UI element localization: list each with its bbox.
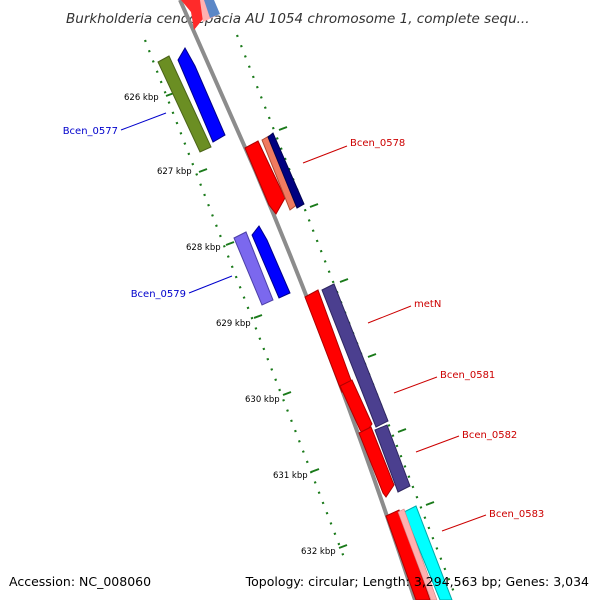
gene-feature (181, 0, 207, 30)
map-title: Burkholderia cenocepacia AU 1054 chromos… (66, 11, 530, 27)
leader-line (441, 514, 487, 532)
gene-feature (321, 283, 389, 428)
accession-text: Accession: NC_008060 (9, 574, 151, 589)
tick-labels: 626 kbp 627 kbp 628 kbp 629 kbp 630 kbp … (124, 93, 336, 557)
gene-feature (233, 231, 274, 306)
leader-line (302, 145, 348, 164)
gene-label-bcen-0581[interactable]: Bcen_0581 (440, 370, 495, 381)
tick-label-627: 627 kbp (157, 167, 192, 177)
tick-label-630: 630 kbp (245, 395, 280, 405)
gene-label-bcen-0582[interactable]: Bcen_0582 (462, 430, 517, 441)
gene-label-metn[interactable]: metN (414, 299, 441, 310)
tick-mark (278, 126, 288, 131)
gene-feature (358, 426, 395, 498)
gene-feature (204, 0, 220, 18)
gene-feature (251, 225, 291, 299)
gene-feature (403, 505, 453, 600)
chromosome-backbone (178, 0, 417, 600)
gene-feature (397, 508, 438, 600)
gene-feature (177, 46, 226, 143)
tick-label-628: 628 kbp (186, 243, 221, 253)
gene-feature (385, 509, 431, 600)
tick-mark (198, 168, 208, 173)
gene-label-bcen-0579[interactable]: Bcen_0579 (131, 289, 186, 300)
topology-text: Topology: circular; Length: 3,294,563 bp… (245, 574, 589, 589)
gene-feature (267, 132, 305, 209)
tick-mark (282, 391, 292, 396)
tick-mark (225, 241, 235, 246)
right-guide-line (235, 34, 457, 596)
tick-mark (253, 314, 263, 319)
leader-lines (120, 112, 487, 532)
top-edge-genes (181, 0, 220, 30)
leader-line (393, 376, 438, 394)
gene-feature (374, 424, 411, 493)
tick-mark (339, 278, 349, 283)
gene-features (157, 46, 453, 600)
tick-mark (367, 353, 377, 358)
leader-line (120, 112, 167, 131)
tick-mark (338, 544, 348, 549)
gene-labels: Bcen_0577 Bcen_0578 Bcen_0579 metN Bcen_… (63, 126, 545, 520)
gene-label-bcen-0583[interactable]: Bcen_0583 (489, 509, 544, 520)
gene-feature (157, 55, 212, 153)
guide-lines (143, 34, 457, 596)
gene-feature (244, 140, 286, 215)
tick-label-632: 632 kbp (301, 547, 336, 557)
tick-label-629: 629 kbp (216, 319, 251, 329)
tick-label-626: 626 kbp (124, 93, 159, 103)
tick-label-631: 631 kbp (273, 471, 308, 481)
tick-mark (309, 203, 319, 208)
leader-line (415, 435, 460, 453)
gene-label-bcen-0578[interactable]: Bcen_0578 (350, 138, 405, 149)
tick-marks (165, 92, 435, 549)
tick-mark (425, 501, 435, 506)
tick-mark (397, 428, 407, 433)
tick-mark (310, 468, 320, 473)
leader-line (367, 305, 412, 324)
leader-line (188, 275, 233, 294)
gene-label-bcen-0577[interactable]: Bcen_0577 (63, 126, 118, 137)
